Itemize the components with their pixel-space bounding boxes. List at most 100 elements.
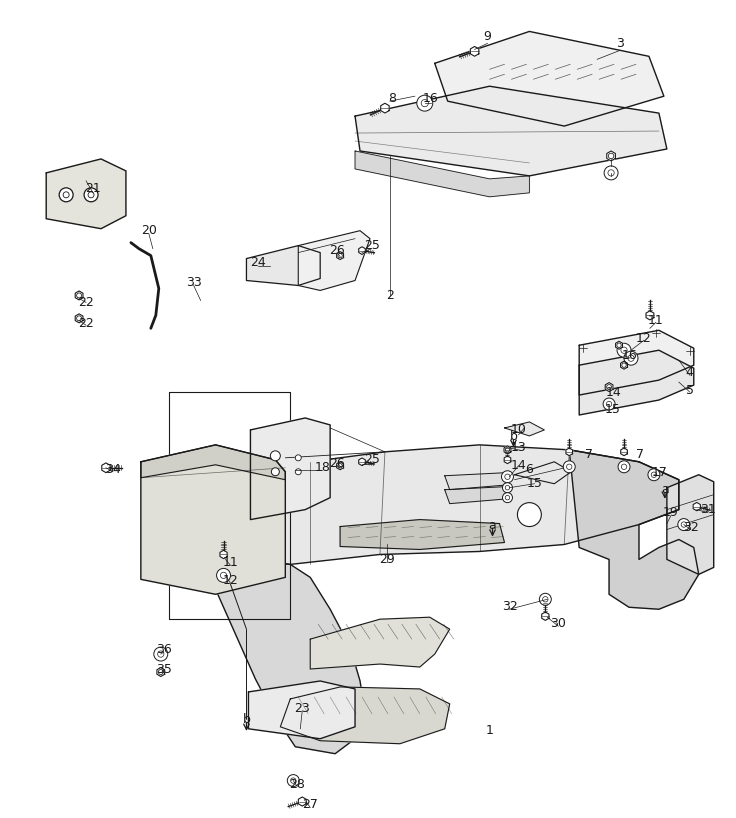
Circle shape <box>506 447 509 452</box>
Circle shape <box>291 778 296 784</box>
Polygon shape <box>210 547 365 753</box>
Circle shape <box>220 573 227 578</box>
Polygon shape <box>579 330 694 395</box>
Circle shape <box>88 192 94 198</box>
Polygon shape <box>280 687 450 744</box>
Polygon shape <box>220 551 227 559</box>
Text: 33: 33 <box>185 276 202 289</box>
Circle shape <box>77 316 82 321</box>
Circle shape <box>154 647 168 661</box>
Circle shape <box>567 464 572 470</box>
Circle shape <box>503 483 512 492</box>
Circle shape <box>158 670 163 675</box>
Polygon shape <box>75 314 83 323</box>
Circle shape <box>505 474 510 479</box>
Circle shape <box>648 469 660 481</box>
Circle shape <box>272 468 280 476</box>
Polygon shape <box>615 341 623 349</box>
Circle shape <box>604 166 618 180</box>
Circle shape <box>609 153 614 159</box>
Circle shape <box>542 596 548 602</box>
Polygon shape <box>355 151 529 197</box>
Text: 25: 25 <box>364 239 380 252</box>
Circle shape <box>417 95 433 111</box>
Circle shape <box>651 472 657 478</box>
Text: 32: 32 <box>502 600 517 613</box>
Circle shape <box>63 192 69 198</box>
Polygon shape <box>358 458 365 465</box>
Text: 15: 15 <box>526 477 542 490</box>
Circle shape <box>77 293 82 298</box>
Text: 13: 13 <box>511 442 526 454</box>
Circle shape <box>505 485 510 490</box>
Circle shape <box>563 461 576 473</box>
Circle shape <box>338 464 342 468</box>
Circle shape <box>295 455 301 461</box>
Text: 16: 16 <box>622 348 638 362</box>
Polygon shape <box>381 103 389 113</box>
Polygon shape <box>504 422 545 436</box>
Polygon shape <box>157 667 165 676</box>
Polygon shape <box>358 247 365 254</box>
Circle shape <box>628 355 634 362</box>
Circle shape <box>338 254 342 258</box>
Text: 7: 7 <box>585 448 593 461</box>
Polygon shape <box>298 797 306 806</box>
Polygon shape <box>470 47 479 56</box>
Polygon shape <box>445 473 509 490</box>
Text: b: b <box>243 713 250 726</box>
Circle shape <box>270 451 280 461</box>
Text: 2: 2 <box>386 289 394 302</box>
Circle shape <box>681 522 687 528</box>
Circle shape <box>606 402 612 407</box>
Polygon shape <box>606 151 615 161</box>
Circle shape <box>503 492 512 502</box>
Text: 30: 30 <box>551 617 566 630</box>
Polygon shape <box>504 446 511 454</box>
Text: 3: 3 <box>616 37 624 50</box>
Circle shape <box>606 384 612 389</box>
Polygon shape <box>579 350 694 415</box>
Circle shape <box>618 461 630 473</box>
Circle shape <box>617 343 621 348</box>
Text: 7: 7 <box>636 448 644 461</box>
Text: 32: 32 <box>683 521 698 534</box>
Text: 36: 36 <box>156 643 171 655</box>
Circle shape <box>295 469 301 474</box>
Text: 22: 22 <box>78 296 94 309</box>
Text: 31: 31 <box>700 503 715 516</box>
Text: 6: 6 <box>526 463 534 476</box>
Polygon shape <box>620 448 627 456</box>
Circle shape <box>287 775 300 787</box>
Circle shape <box>678 519 690 531</box>
Text: 26: 26 <box>329 244 345 257</box>
Text: 18: 18 <box>314 461 330 474</box>
Circle shape <box>158 651 164 657</box>
Polygon shape <box>298 231 370 290</box>
Circle shape <box>603 398 615 410</box>
Circle shape <box>517 502 542 527</box>
Circle shape <box>621 464 627 470</box>
Text: b: b <box>509 430 517 443</box>
Circle shape <box>622 363 626 367</box>
Polygon shape <box>504 456 511 464</box>
Text: 1: 1 <box>486 724 493 737</box>
Polygon shape <box>141 445 286 595</box>
Circle shape <box>505 496 510 500</box>
Text: 21: 21 <box>85 182 101 196</box>
Text: 12: 12 <box>636 332 652 344</box>
Text: 12: 12 <box>223 574 238 587</box>
Polygon shape <box>249 681 355 739</box>
Text: 9: 9 <box>484 30 492 43</box>
Text: 16: 16 <box>423 92 439 105</box>
Polygon shape <box>569 450 698 609</box>
Polygon shape <box>667 474 714 574</box>
Circle shape <box>84 188 98 202</box>
Polygon shape <box>336 252 344 259</box>
Polygon shape <box>102 463 110 473</box>
Polygon shape <box>250 418 330 519</box>
Text: 22: 22 <box>78 317 94 330</box>
Text: 23: 23 <box>294 703 310 716</box>
Text: 26: 26 <box>329 457 345 470</box>
Polygon shape <box>141 445 286 479</box>
